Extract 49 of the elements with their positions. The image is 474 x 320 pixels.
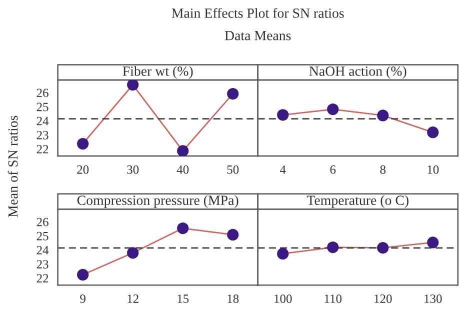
point — [227, 88, 239, 100]
point — [277, 109, 289, 121]
x-tick-label: 10 — [428, 165, 439, 174]
point — [177, 222, 189, 234]
x-tick-label: 50 — [227, 165, 239, 174]
x-tick-label: 18 — [228, 294, 239, 303]
x-tick-label: 130 — [424, 294, 442, 303]
x-tick-label: 4 — [280, 165, 286, 174]
point — [427, 126, 439, 138]
chart-title: Compression pressure (MPa) — [77, 195, 238, 208]
point — [127, 247, 139, 259]
point — [127, 80, 139, 91]
point — [427, 236, 439, 248]
y-tick-label: 26 — [36, 88, 48, 98]
point — [377, 242, 389, 254]
x-tick-label: 20 — [77, 165, 89, 174]
x-tick-label: 30 — [127, 165, 139, 174]
y-tick-label: 26 — [36, 218, 48, 226]
y-tick-label: 23 — [36, 260, 48, 268]
y-tick-label: 22 — [36, 145, 48, 154]
point — [327, 103, 339, 116]
x-tick-label: 9 — [80, 294, 86, 303]
y-tick-label: 23 — [36, 130, 48, 140]
point — [177, 145, 189, 156]
x-tick-label: 15 — [178, 294, 189, 303]
point — [277, 248, 289, 260]
point — [377, 110, 389, 122]
x-tick-label: 120 — [374, 294, 392, 303]
text: Main Effects Plot for SN ratios — [172, 8, 344, 18]
chart-title: NaOH action (%) — [309, 66, 406, 79]
y-tick-label: 24 — [36, 246, 49, 254]
x-tick-label: 6 — [330, 165, 336, 174]
x-tick-label: 12 — [128, 294, 138, 303]
x-tick-label: 100 — [274, 294, 292, 303]
point — [227, 228, 239, 241]
y-tick-label: 22 — [36, 274, 48, 282]
y-tick-label: 24 — [36, 116, 49, 126]
y-axis-title: Mean of SN ratios — [8, 116, 18, 218]
x-tick-label: 110 — [324, 294, 342, 303]
point — [327, 241, 339, 254]
y-tick-label: 25 — [36, 102, 48, 112]
y-tick-label: 25 — [36, 232, 48, 240]
chart-title: Temperature (o C) — [306, 195, 408, 208]
point — [77, 268, 89, 281]
point — [77, 138, 89, 150]
text: Data Means — [224, 31, 291, 40]
chart-title: Fiber wt (%) — [122, 66, 193, 79]
x-tick-label: 40 — [176, 165, 189, 174]
x-tick-label: 8 — [380, 165, 386, 174]
